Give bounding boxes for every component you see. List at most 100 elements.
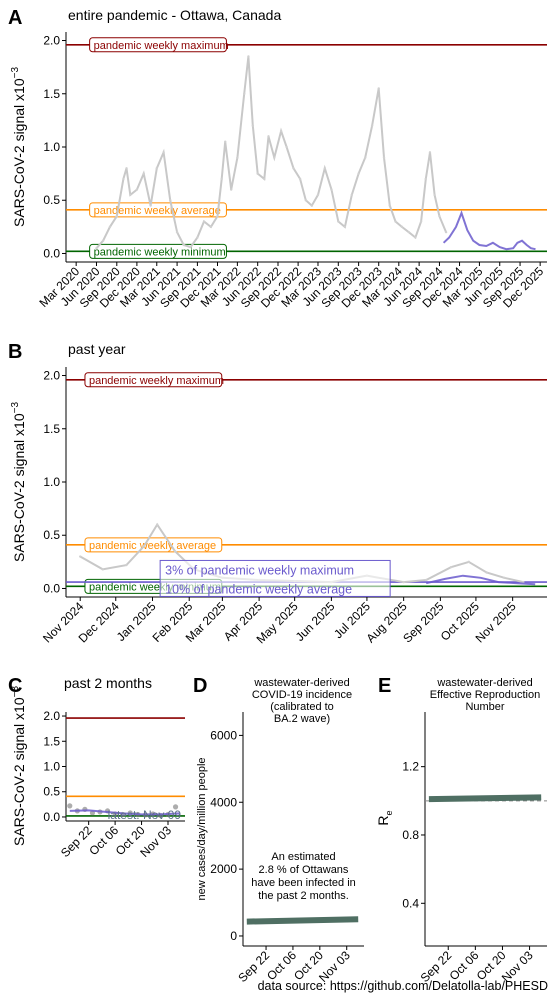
x-tick-label: Nov 2025 (473, 599, 519, 645)
data-source-footer: data source: https://github.com/Delatoll… (258, 979, 548, 993)
y-tick-label: 1.5 (43, 734, 60, 748)
raw-signal-point (229, 188, 233, 191)
raw-signal-point (101, 568, 104, 571)
raw-signal-point (135, 188, 139, 191)
threshold-label: pandemic weekly maximum (89, 375, 224, 387)
raw-signal-point (449, 565, 453, 569)
raw-signal-point (125, 563, 128, 567)
raw-signal-point (428, 151, 432, 154)
panel-title: Number (465, 701, 504, 713)
panel-letter: C (8, 675, 22, 697)
box-label: 10% of pandemic weekly average (165, 583, 352, 597)
raw-signal-point (285, 145, 288, 149)
raw-signal-point (129, 193, 132, 197)
raw-signal-point (209, 225, 213, 229)
x-tick-label: Sep 22 (58, 823, 95, 860)
raw-signal-point (400, 225, 404, 229)
raw-signal-point (377, 87, 380, 90)
y-tick-label: 0.5 (43, 785, 60, 799)
model-band (246, 916, 359, 925)
raw-signal-point (357, 172, 360, 175)
raw-signal-point (155, 167, 158, 170)
raw-signal-point (394, 220, 397, 223)
raw-signal-point (142, 172, 145, 175)
panel-letter: B (8, 341, 22, 363)
raw-signal-point (292, 167, 295, 170)
y-tick-label: 2.0 (43, 369, 60, 383)
annotation: 2.8 % of Ottawans (259, 864, 349, 876)
panel-letter: A (8, 7, 22, 29)
y-tick-label: 0.0 (43, 810, 60, 824)
raw-signal-point (251, 124, 255, 127)
threshold-label-box (89, 202, 227, 218)
x-tick-label: Jun 2025 (293, 599, 338, 644)
raw-signal-point (370, 124, 374, 127)
raw-signal-point (438, 215, 441, 218)
raw-signal-point (503, 576, 506, 580)
raw-signal-point (316, 193, 320, 197)
threshold-label-box (89, 37, 227, 53)
raw-signal-point (202, 220, 206, 223)
raw-signal-point (263, 177, 266, 181)
raw-signal-point (382, 156, 386, 159)
raw-signal-point (273, 156, 276, 159)
raw-signal-point (142, 544, 146, 548)
raw-signal-point (216, 215, 219, 218)
threshold-label: pandemic weekly average (94, 205, 221, 217)
y-tick-label: 1.5 (43, 87, 60, 101)
threshold-label: pandemic weekly maximum (94, 40, 229, 52)
y-tick-label: 1.0 (43, 760, 60, 774)
panel-title: entire pandemic - Ottawa, Canada (68, 7, 281, 23)
y-tick-label: 1.5 (43, 422, 60, 436)
x-tick-label: Oct 06 (264, 948, 299, 983)
raw-signal-point (419, 220, 423, 223)
raw-signal-point (298, 177, 302, 181)
raw-signal-line (95, 56, 448, 249)
y-tick-label: 1.0 (43, 140, 60, 154)
panel-title: past year (68, 341, 126, 357)
panel-letter: D (193, 675, 207, 697)
raw-signal-point (182, 243, 185, 247)
panel-title: wastewater-derived (253, 677, 349, 689)
y-tick-label: 2.0 (43, 709, 60, 723)
panel-title: past 2 months (64, 675, 152, 691)
raw-signal-point (95, 246, 98, 250)
raw-signal-point (115, 215, 118, 218)
raw-signal-point (243, 92, 246, 95)
y-tick-label: 0.0 (43, 581, 60, 595)
raw-signal-point (414, 236, 417, 239)
raw-signal-point (330, 188, 333, 191)
raw-signal-point (279, 129, 283, 133)
raw-signal-point (485, 571, 488, 574)
raw-signal-point (156, 523, 159, 526)
raw-signal-point (101, 239, 105, 242)
raw-signal-point (407, 230, 410, 234)
y-axis-label: SARS-CoV-2 signal x10−3 (10, 686, 27, 846)
trend-line (425, 574, 536, 586)
raw-signal-point (79, 555, 82, 558)
y-tick-label: 2.0 (43, 34, 60, 48)
raw-signal-point (196, 236, 199, 239)
y-axis-label: SARS-CoV-2 signal x10−3 (10, 402, 27, 562)
raw-signal-point (424, 177, 427, 181)
panel-title: wastewater-derived (436, 677, 532, 689)
threshold-label-box (89, 243, 227, 259)
raw-signal-point (323, 167, 327, 170)
signal-point (67, 803, 73, 809)
raw-signal-point (175, 230, 179, 234)
panel-letter: E (378, 675, 391, 697)
annotation: have been infected in (251, 877, 356, 889)
raw-signal-point (304, 199, 308, 202)
raw-signal-point (236, 156, 239, 159)
y-tick-label: 1.0 (43, 475, 60, 489)
raw-signal-point (424, 578, 428, 582)
raw-signal-point (122, 177, 125, 181)
raw-signal-point (350, 193, 353, 197)
raw-signal-point (310, 204, 314, 207)
raw-signal-point (149, 204, 152, 207)
model-band (428, 794, 542, 803)
